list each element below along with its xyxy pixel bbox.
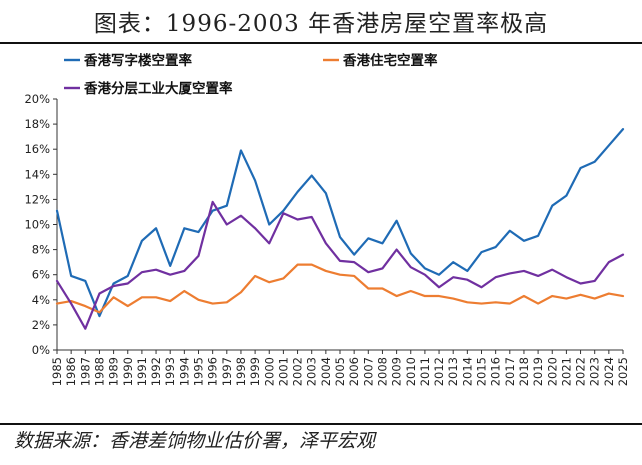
x-tick-label: 2007 <box>361 357 375 386</box>
top-divider <box>0 42 642 44</box>
series-line-2 <box>55 263 625 314</box>
y-tick-label: 8% <box>32 243 50 257</box>
y-tick-label: 2% <box>32 318 50 332</box>
x-tick-label: 2011 <box>418 357 432 386</box>
y-tick-label: 18% <box>24 117 50 131</box>
x-tick-label: 2017 <box>503 357 517 386</box>
x-tick-label: 2001 <box>276 357 290 386</box>
x-tick-label: 2020 <box>545 357 559 386</box>
x-tick-label: 1988 <box>92 357 106 386</box>
x-tick-label: 1990 <box>121 357 135 386</box>
x-tick-label: 2004 <box>319 357 333 386</box>
series-line-3 <box>55 200 625 330</box>
x-tick-label: 1995 <box>192 357 206 386</box>
x-tick-label: 2002 <box>291 357 305 386</box>
x-tick-label: 2014 <box>460 357 474 386</box>
x-tick-label: 2008 <box>375 357 389 386</box>
x-tick-label: 2006 <box>347 357 361 386</box>
x-tick-label: 2010 <box>404 357 418 386</box>
x-tick-label: 2018 <box>517 357 531 386</box>
x-tick-label: 1986 <box>64 357 78 386</box>
y-tick-label: 4% <box>32 293 50 307</box>
x-tick-label: 2025 <box>616 357 630 386</box>
x-tick-label: 2003 <box>305 357 319 386</box>
legend-label-3: 香港分层工业大厦空置率 <box>83 80 233 97</box>
x-tick-label: 1999 <box>248 357 262 386</box>
y-tick-label: 14% <box>24 167 50 181</box>
x-tick-label: 2021 <box>559 357 573 386</box>
x-tick-label: 1994 <box>177 357 191 386</box>
x-tick-label: 1996 <box>206 357 220 386</box>
x-tick-label: 2013 <box>446 357 460 386</box>
x-tick-label: 1998 <box>234 357 248 386</box>
y-tick-label: 16% <box>24 142 50 156</box>
x-tick-label: 2000 <box>262 357 276 386</box>
series-lines <box>55 128 625 330</box>
y-tick-label: 20% <box>24 92 50 106</box>
x-tick-label: 2024 <box>602 357 616 386</box>
bottom-divider <box>0 423 642 425</box>
legend-label-2: 香港住宅空置率 <box>342 52 438 69</box>
chart-title: 图表：1996-2003 年香港房屋空置率极高 <box>93 11 549 37</box>
x-tick-label: 2022 <box>574 357 588 386</box>
x-tick-label: 1993 <box>163 357 177 386</box>
x-tick-label: 2016 <box>489 357 503 386</box>
x-tick-label: 2009 <box>390 357 404 386</box>
legend-label-1: 香港写字楼空置率 <box>83 52 192 69</box>
x-tick-label: 2019 <box>531 357 545 386</box>
y-tick-label: 12% <box>24 192 50 206</box>
x-tick-label: 1987 <box>78 357 92 386</box>
x-tick-label: 1992 <box>149 357 163 386</box>
x-tick-label: 1991 <box>135 357 149 386</box>
y-tick-label: 0% <box>32 343 50 357</box>
series-line-1 <box>55 128 625 318</box>
x-tick-label: 1985 <box>50 357 64 386</box>
x-tick-label: 2023 <box>588 357 602 386</box>
x-tick-label: 1997 <box>220 357 234 386</box>
x-tick-label: 1989 <box>107 357 121 386</box>
x-tick-label: 2012 <box>432 357 446 386</box>
x-tick-label: 2005 <box>333 357 347 386</box>
x-tick-label: 2015 <box>475 357 489 386</box>
y-tick-label: 10% <box>24 218 50 232</box>
y-tick-label: 6% <box>32 268 50 282</box>
axes: 0% 2% 4% 6% 8% 10% 12% 14% 16% 18% 20% 1985 1986 1987… <box>24 92 630 386</box>
source-note: 数据来源：香港差饷物业估价署，泽平宏观 <box>14 430 376 452</box>
